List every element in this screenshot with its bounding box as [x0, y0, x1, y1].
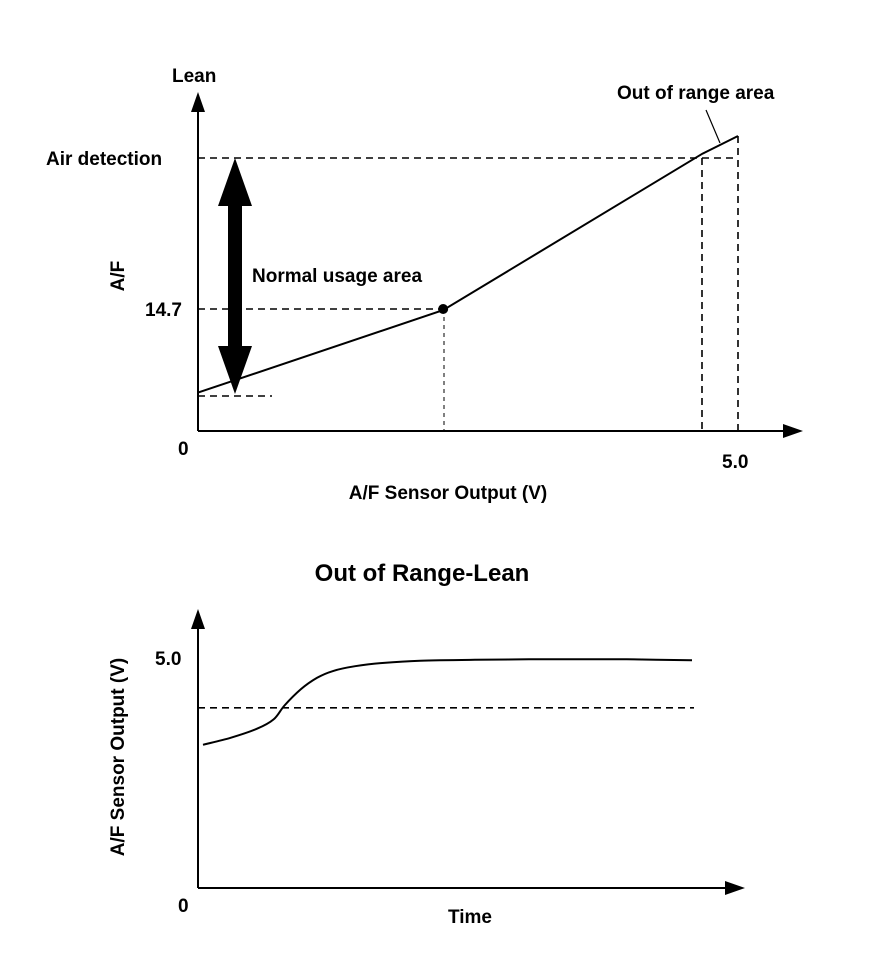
chart-title: Out of Range-Lean [315, 560, 530, 587]
normal-usage-double-arrow-icon [218, 158, 252, 394]
y-axis-label: A/F Sensor Output (V) [108, 658, 129, 856]
top-axis-label: Lean [172, 66, 216, 87]
out-of-range-label: Out of range area [617, 83, 775, 104]
origin-label: 0 [178, 896, 189, 917]
y-axis-label: A/F [108, 261, 129, 292]
y-axis-arrow-icon [191, 609, 205, 629]
x-tick-5-0: 5.0 [722, 452, 748, 473]
x-axis-label: Time [448, 907, 492, 928]
y-tick-14-7: 14.7 [145, 300, 182, 321]
x-axis-arrow-icon [725, 881, 745, 895]
x-axis-label: A/F Sensor Output (V) [349, 483, 547, 504]
y-axis-arrow-icon [191, 92, 205, 112]
x-axis-arrow-icon [783, 424, 803, 438]
normal-usage-label: Normal usage area [252, 266, 422, 287]
origin-label: 0 [178, 439, 189, 460]
chart-af-vs-output: Lean Out of range area Air detection Nor… [46, 66, 803, 504]
stoichiometric-point [438, 304, 449, 314]
series-line [197, 135, 739, 394]
y-tick-5-0: 5.0 [155, 649, 181, 670]
chart-out-of-range-lean: Out of Range-Lean 5.0 0 Time A/F Sensor … [108, 560, 745, 928]
air-detection-label: Air detection [46, 149, 162, 170]
out-of-range-leader [705, 109, 721, 144]
series-line [202, 658, 693, 746]
